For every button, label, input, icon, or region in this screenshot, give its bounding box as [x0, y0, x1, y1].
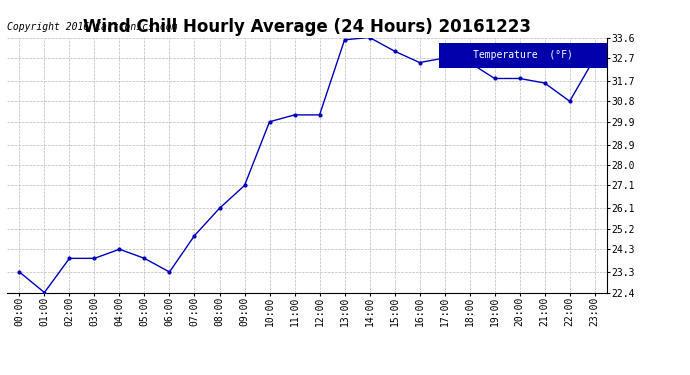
Title: Wind Chill Hourly Average (24 Hours) 20161223: Wind Chill Hourly Average (24 Hours) 201…: [83, 18, 531, 36]
Text: Copyright 2016 Cartronics.com: Copyright 2016 Cartronics.com: [7, 22, 177, 32]
